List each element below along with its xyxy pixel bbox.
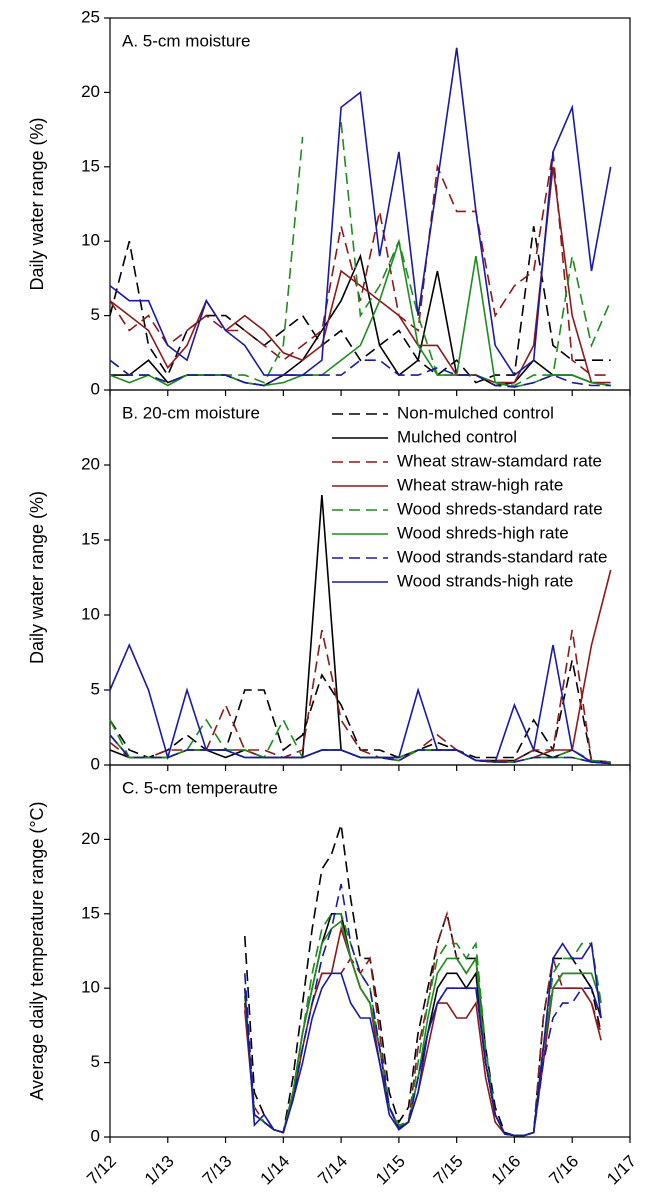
series-line	[109, 151, 611, 376]
x-tick-label: 1/13	[141, 1152, 178, 1189]
y-tick-label: 20	[81, 829, 100, 848]
y-tick-label: 10	[81, 604, 100, 623]
series-line	[109, 166, 611, 384]
series-line	[244, 941, 602, 1137]
series-line	[109, 734, 611, 765]
series-line	[109, 642, 611, 765]
y-axis-label: Daily water range (%)	[27, 117, 47, 290]
legend-label: Wood strands-high rate	[397, 571, 573, 590]
legend-label: Non-mulched control	[397, 403, 554, 422]
y-tick-label: 10	[81, 978, 100, 997]
x-tick-label: 7/16	[545, 1152, 582, 1189]
series-line	[109, 359, 611, 388]
legend-label: Wood shreds-high rate	[397, 523, 569, 542]
panel-title: A. 5-cm moisture	[122, 31, 250, 50]
y-tick-label: 0	[91, 1126, 100, 1145]
y-tick-label: 0	[91, 379, 100, 398]
y-tick-label: 5	[91, 1052, 100, 1071]
series-line	[244, 824, 602, 1137]
x-tick-label: 7/12	[83, 1152, 120, 1189]
legend-label: Wood strands-standard rate	[397, 547, 607, 566]
y-axis-label: Daily water range (%)	[27, 491, 47, 664]
legend-label: Wheat straw-stamdard rate	[397, 451, 602, 470]
y-tick-label: 20	[81, 82, 100, 101]
legend-label: Wood shreds-standard rate	[397, 499, 603, 518]
x-tick-label: 1/15	[372, 1152, 409, 1189]
y-tick-label: 5	[91, 679, 100, 698]
legend-label: Wheat straw-high rate	[397, 475, 563, 494]
legend-label: Mulched control	[397, 427, 517, 446]
x-tick-label: 7/14	[314, 1152, 351, 1189]
x-tick-label: 1/16	[488, 1152, 525, 1189]
y-tick-label: 15	[81, 529, 100, 548]
series-line	[109, 659, 611, 763]
series-line	[244, 925, 602, 1137]
x-tick-label: 7/13	[199, 1152, 236, 1189]
plot-frame	[109, 764, 631, 1138]
y-tick-label: 15	[81, 156, 100, 175]
x-tick-label: 1/14	[256, 1152, 293, 1189]
series-line	[109, 47, 612, 377]
x-tick-label: 1/17	[603, 1152, 640, 1189]
y-tick-label: 5	[91, 305, 100, 324]
plot-frame	[109, 17, 631, 391]
y-tick-label: 25	[81, 7, 100, 26]
y-tick-label: 20	[81, 454, 100, 473]
y-tick-label: 15	[81, 903, 100, 922]
y-tick-label: 0	[91, 754, 100, 773]
panel-title: B. 20-cm moisture	[122, 403, 260, 422]
y-tick-label: 10	[81, 231, 100, 250]
series-line	[109, 569, 612, 763]
x-tick-label: 7/15	[430, 1152, 467, 1189]
y-axis-label: Average daily temperature range (°C)	[27, 801, 47, 1100]
panel-title: C. 5-cm temperautre	[122, 778, 278, 797]
